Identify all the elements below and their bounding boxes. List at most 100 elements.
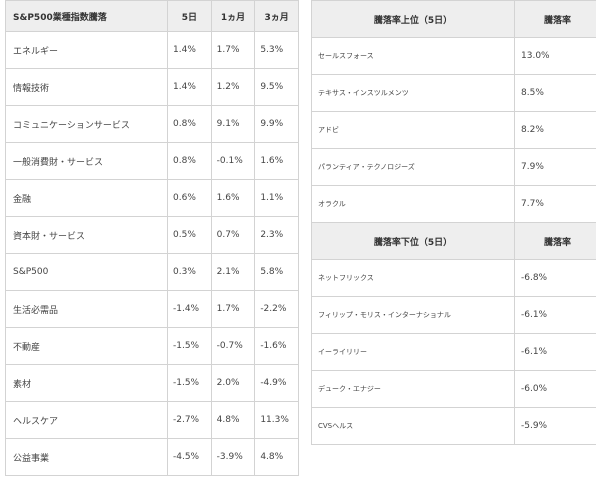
value-1m: -0.7% — [210, 327, 256, 365]
change-rate: 7.9% — [514, 148, 596, 186]
value-5d: 0.3% — [167, 253, 212, 291]
value-3m: 9.5% — [254, 68, 299, 106]
stock-name: パランティア・テクノロジーズ — [311, 148, 515, 186]
change-rate: -6.0% — [514, 370, 596, 408]
ranking-panel: 騰落率上位（5日） 騰落率 セールスフォース 13.0% テキサス・インスツルメン… — [311, 0, 596, 445]
value-1m: 1.6% — [210, 179, 256, 217]
stock-name: アドビ — [311, 111, 515, 149]
value-1m: -0.1% — [210, 142, 256, 180]
value-5d: -2.7% — [167, 401, 212, 439]
change-rate: -5.9% — [514, 407, 596, 445]
change-rate: 8.2% — [514, 111, 596, 149]
sector-name: ヘルスケア — [5, 401, 168, 439]
value-5d: -1.5% — [167, 327, 212, 365]
header-5d: 5日 — [167, 0, 212, 32]
value-5d: -1.4% — [167, 290, 212, 328]
sector-name: エネルギー — [5, 31, 168, 69]
value-3m: 2.3% — [254, 216, 299, 254]
header-1m: 1ヵ月 — [210, 0, 256, 32]
value-1m: 1.7% — [210, 31, 256, 69]
stock-name: セールスフォース — [311, 37, 515, 75]
sector-name: S&P500 — [5, 253, 168, 291]
stock-name: デューク・エナジー — [311, 370, 515, 408]
value-5d: 1.4% — [167, 68, 212, 106]
value-5d: -4.5% — [167, 438, 212, 476]
value-3m: -2.2% — [254, 290, 299, 328]
header-top-losers: 騰落率下位（5日） — [311, 222, 515, 260]
header-change-rate: 騰落率 — [514, 0, 596, 38]
value-1m: 1.2% — [210, 68, 256, 106]
change-rate: 8.5% — [514, 74, 596, 112]
value-1m: -3.9% — [210, 438, 256, 476]
value-1m: 1.7% — [210, 290, 256, 328]
table-row: ヘルスケア -2.7% 4.8% 11.3% — [5, 401, 299, 439]
header-sector: S&P500業種指数騰落 — [5, 0, 168, 32]
table-row: オラクル 7.7% — [311, 185, 596, 223]
value-3m: 4.8% — [254, 438, 299, 476]
table-row: セールスフォース 13.0% — [311, 37, 596, 75]
value-3m: 11.3% — [254, 401, 299, 439]
change-rate: -6.1% — [514, 333, 596, 371]
table-row: イーライリリー -6.1% — [311, 333, 596, 371]
value-1m: 4.8% — [210, 401, 256, 439]
bottom-table-header-row: 騰落率下位（5日） 騰落率 — [311, 222, 596, 260]
sector-name: 情報技術 — [5, 68, 168, 106]
value-1m: 2.0% — [210, 364, 256, 402]
value-3m: -1.6% — [254, 327, 299, 365]
value-1m: 9.1% — [210, 105, 256, 143]
stock-name: ネットフリックス — [311, 259, 515, 297]
sector-name: 一般消費財・サービス — [5, 142, 168, 180]
table-row: 公益事業 -4.5% -3.9% 4.8% — [5, 438, 299, 476]
table-row: アドビ 8.2% — [311, 111, 596, 149]
sector-table-header-row: S&P500業種指数騰落 5日 1ヵ月 3ヵ月 — [5, 0, 299, 32]
stock-name: CVSヘルス — [311, 407, 515, 445]
table-row: 情報技術 1.4% 1.2% 9.5% — [5, 68, 299, 106]
table-row: 資本財・サービス 0.5% 0.7% 2.3% — [5, 216, 299, 254]
table-row: 一般消費財・サービス 0.8% -0.1% 1.6% — [5, 142, 299, 180]
table-row: デューク・エナジー -6.0% — [311, 370, 596, 408]
value-1m: 0.7% — [210, 216, 256, 254]
change-rate: -6.8% — [514, 259, 596, 297]
table-row: コミュニケーションサービス 0.8% 9.1% 9.9% — [5, 105, 299, 143]
value-3m: 1.6% — [254, 142, 299, 180]
value-5d: -1.5% — [167, 364, 212, 402]
value-5d: 0.8% — [167, 142, 212, 180]
table-row: エネルギー 1.4% 1.7% 5.3% — [5, 31, 299, 69]
sector-name: 金融 — [5, 179, 168, 217]
value-5d: 1.4% — [167, 31, 212, 69]
table-row: S&P500 0.3% 2.1% 5.8% — [5, 253, 299, 291]
value-3m: 5.3% — [254, 31, 299, 69]
table-row: ネットフリックス -6.8% — [311, 259, 596, 297]
value-5d: 0.6% — [167, 179, 212, 217]
change-rate: 7.7% — [514, 185, 596, 223]
table-row: 不動産 -1.5% -0.7% -1.6% — [5, 327, 299, 365]
stock-name: テキサス・インスツルメンツ — [311, 74, 515, 112]
value-3m: 5.8% — [254, 253, 299, 291]
stock-name: イーライリリー — [311, 333, 515, 371]
header-change-rate: 騰落率 — [514, 222, 596, 260]
sector-name: 不動産 — [5, 327, 168, 365]
stock-name: フィリップ・モリス・インターナショナル — [311, 296, 515, 334]
value-3m: -4.9% — [254, 364, 299, 402]
value-5d: 0.8% — [167, 105, 212, 143]
header-top-gainers: 騰落率上位（5日） — [311, 0, 515, 38]
change-rate: -6.1% — [514, 296, 596, 334]
value-3m: 9.9% — [254, 105, 299, 143]
table-row: 生活必需品 -1.4% 1.7% -2.2% — [5, 290, 299, 328]
table-row: パランティア・テクノロジーズ 7.9% — [311, 148, 596, 186]
sector-name: 生活必需品 — [5, 290, 168, 328]
value-1m: 2.1% — [210, 253, 256, 291]
stock-name: オラクル — [311, 185, 515, 223]
value-5d: 0.5% — [167, 216, 212, 254]
table-row: フィリップ・モリス・インターナショナル -6.1% — [311, 296, 596, 334]
header-3m: 3ヵ月 — [254, 0, 299, 32]
sector-name: 公益事業 — [5, 438, 168, 476]
value-3m: 1.1% — [254, 179, 299, 217]
table-row: 素材 -1.5% 2.0% -4.9% — [5, 364, 299, 402]
top-table-header-row: 騰落率上位（5日） 騰落率 — [311, 0, 596, 38]
sector-performance-table: S&P500業種指数騰落 5日 1ヵ月 3ヵ月 エネルギー 1.4% 1.7% 5.3… — [5, 0, 299, 476]
change-rate: 13.0% — [514, 37, 596, 75]
sector-name: 資本財・サービス — [5, 216, 168, 254]
table-row: 金融 0.6% 1.6% 1.1% — [5, 179, 299, 217]
table-row: CVSヘルス -5.9% — [311, 407, 596, 445]
